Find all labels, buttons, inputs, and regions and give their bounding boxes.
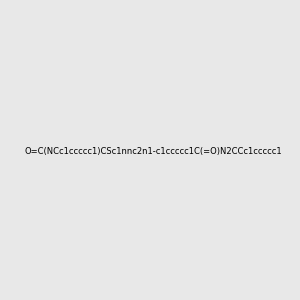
Text: O=C(NCc1ccccc1)CSc1nnc2n1-c1ccccc1C(=O)N2CCc1ccccc1: O=C(NCc1ccccc1)CSc1nnc2n1-c1ccccc1C(=O)N… (25, 147, 283, 156)
